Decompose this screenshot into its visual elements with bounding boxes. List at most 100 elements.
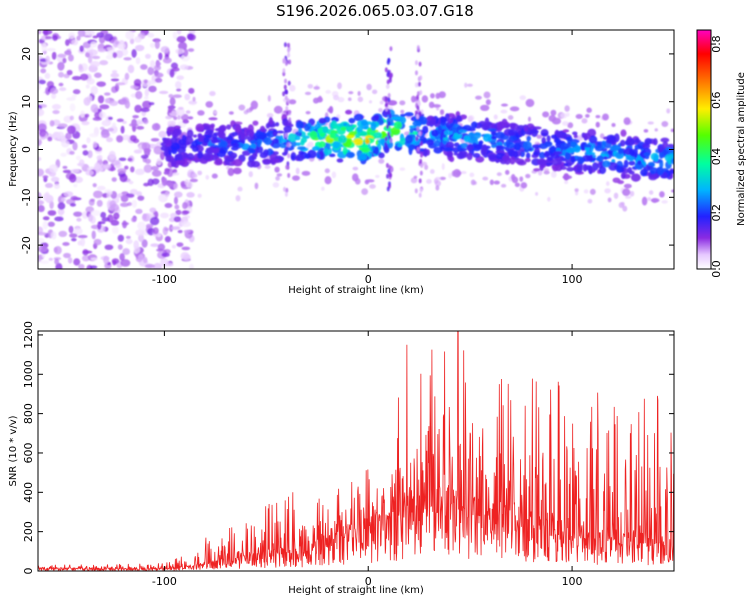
spectrogram-cell [352, 166, 359, 171]
spectrogram-cell [331, 171, 337, 179]
spectrogram-cell [669, 169, 674, 174]
spectrogram-cell [175, 209, 182, 216]
spectrogram-cell [205, 101, 214, 108]
spectrogram-cell [205, 129, 214, 135]
spectrogram-cell [137, 221, 146, 230]
spectrogram-cell [144, 264, 155, 269]
spectrogram-cell [625, 138, 636, 146]
spectrogram-cell [111, 258, 120, 265]
spectrogram-cell [179, 64, 189, 70]
spectrogram-cell [300, 137, 307, 143]
spectrogram-cell [662, 141, 669, 149]
spectrogram-cell [151, 169, 162, 177]
spectrogram-cell [623, 159, 629, 169]
spectrogram-cell [284, 78, 288, 84]
spectrogram-cell [416, 146, 420, 152]
spectrogram-cell [154, 122, 159, 130]
spectrogram-cell [140, 107, 150, 113]
spectrogram-cell [84, 113, 90, 118]
spectrogram-cell [131, 217, 137, 223]
spectrogram-cell [166, 181, 174, 187]
snr-x-axis-label: Height of straight line (km) [288, 585, 424, 596]
spectrogram-cell [76, 35, 81, 41]
spectrogram-cell [387, 131, 391, 137]
spectrogram-cell [455, 170, 462, 176]
spectrogram-cell [332, 141, 340, 149]
spectrogram-cell [389, 137, 393, 143]
spectrogram-cell [446, 151, 454, 158]
spectrogram-cell [104, 92, 111, 96]
spectrogram-cell [416, 114, 420, 120]
spectrogram-cell [328, 153, 336, 158]
spectrogram-cell [345, 109, 353, 115]
spectrogram-cell [348, 117, 356, 124]
spectrogram-cell [285, 187, 289, 193]
spectrogram-cell [234, 124, 241, 133]
spectrogram-cell [387, 121, 391, 127]
spectrogram-cell [215, 157, 223, 165]
spectrogram-cell [62, 165, 68, 169]
spectrogram-cell [159, 151, 165, 161]
spectrogram-cell [73, 258, 81, 266]
spectrogram-cell [276, 173, 283, 177]
spectrogram-cell [171, 146, 178, 155]
spectrogram-cell [254, 182, 259, 190]
spectrogram-cell [89, 265, 98, 269]
spectrogram-cell [148, 85, 157, 93]
spectrogram-cell [507, 115, 514, 121]
spectrogram-cell [71, 75, 82, 81]
spectrogram-cell [418, 178, 422, 184]
spectrogram-cell [603, 156, 608, 160]
spectrogram-cell [464, 82, 468, 88]
spectrogram-cell [586, 107, 592, 113]
spectrogram-cell [625, 156, 636, 161]
spectrogram-cell [287, 52, 291, 58]
spectrogram-cell [667, 156, 673, 165]
spectrogram-cell [202, 152, 211, 161]
spectrogram-cell [153, 64, 162, 71]
spectrogram-cell [389, 172, 393, 178]
spectrogram-cell [304, 91, 312, 96]
spectrogram-cell [150, 243, 160, 248]
spectrogram-cell [134, 168, 145, 176]
spectrogram-cell [57, 208, 65, 216]
spectrogram-cell [301, 170, 311, 176]
spectrogram-cell [59, 87, 67, 92]
spectrogram-cell [602, 160, 611, 168]
spectrogram-cell [305, 111, 311, 115]
spectrogram-cell [414, 188, 418, 194]
spectrogram-cell [364, 179, 370, 185]
spectrogram-cell [176, 36, 187, 43]
spectrogram-cell [226, 124, 232, 130]
spectrogram-cell [575, 113, 583, 120]
spectrogram-cell [296, 153, 305, 162]
spectrogram-cell [501, 103, 508, 107]
spectrogram-cell [120, 96, 130, 105]
spectrogram-cell [209, 91, 216, 97]
spectrogram-cell [85, 170, 94, 176]
spectrogram-cell [297, 128, 303, 133]
spectrogram-cell [249, 140, 257, 144]
spectrogram-cell [94, 162, 101, 170]
spectrogram-cell [594, 145, 604, 152]
spectrogram-cell [393, 121, 403, 130]
spectrogram-cell [154, 40, 160, 50]
spectrogram-cell [473, 143, 484, 150]
spectrogram-cell [400, 109, 405, 114]
spectrogram-cell [183, 229, 191, 234]
y-tick-label: 0 [20, 146, 33, 153]
spectrogram-cell [286, 98, 290, 104]
spectrogram-cell [125, 235, 131, 239]
spectrogram-cell [644, 138, 652, 145]
spectrogram-cell [417, 101, 421, 107]
spectrogram-cell [105, 54, 114, 60]
spectrogram-cell [249, 149, 256, 154]
spectrogram-cell [472, 153, 481, 158]
spectrogram-cell [500, 109, 508, 114]
spectrogram-cell [508, 149, 516, 158]
spectrogram-cell [93, 238, 102, 246]
spectrogram-cell [426, 121, 431, 127]
spectrogram-cell [337, 97, 345, 103]
spectrogram-cell [554, 164, 563, 172]
spectrogram-cell [171, 244, 177, 249]
